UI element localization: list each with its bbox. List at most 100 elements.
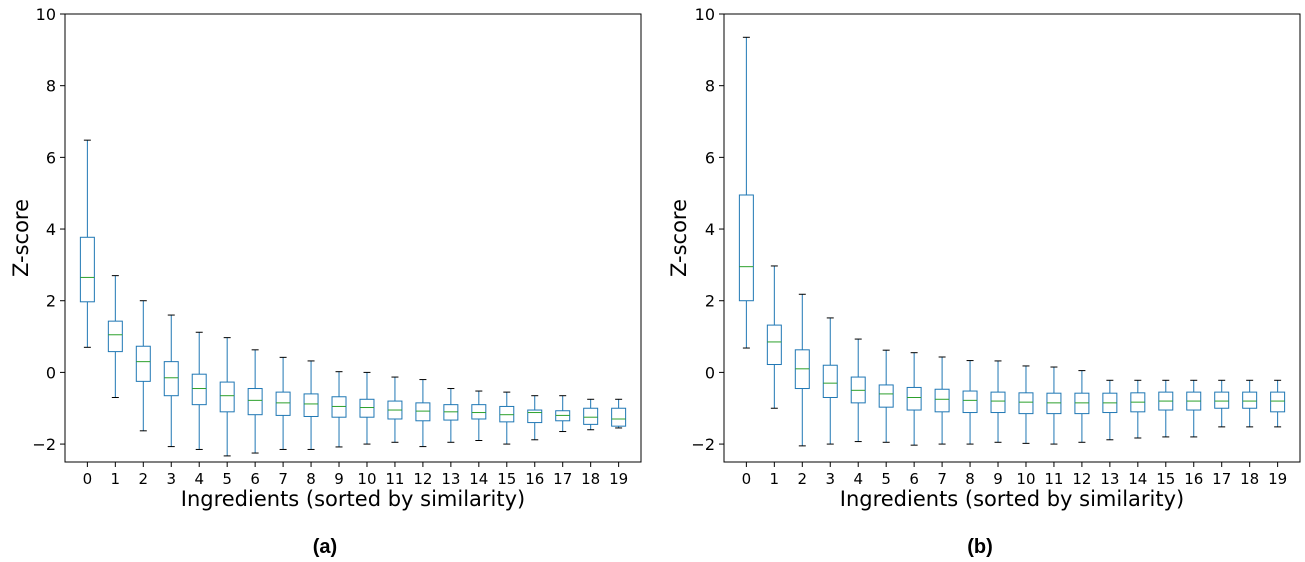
box-10 [1018, 365, 1034, 444]
iqr-box [766, 324, 782, 366]
x-tick-label: 14 [469, 470, 488, 488]
x-tick-label: 3 [166, 470, 176, 488]
box-17 [1214, 379, 1230, 428]
box-9 [331, 371, 347, 448]
y-tick-label: 0 [46, 363, 56, 382]
panel-caption-a: (a) [312, 536, 338, 558]
iqr-box [934, 388, 950, 413]
x-tick-label: 17 [1212, 470, 1231, 488]
y-tick-label: 8 [46, 77, 56, 96]
iqr-box [359, 398, 375, 418]
box-7 [934, 356, 950, 445]
x-tick-label: 7 [278, 470, 288, 488]
iqr-box [1074, 392, 1090, 415]
y-axis-label: Z-score [667, 199, 691, 277]
plot-frame [723, 13, 1301, 463]
box-19 [1270, 379, 1286, 428]
iqr-box [1046, 392, 1062, 415]
x-tick-label: 4 [194, 470, 204, 488]
x-tick-label: 13 [1100, 470, 1119, 488]
plot-frame [64, 13, 642, 463]
iqr-box [247, 388, 263, 416]
box-11 [387, 376, 403, 443]
box-0 [79, 139, 95, 348]
x-tick-label: 12 [1072, 470, 1091, 488]
x-axis-label: Ingredients (sorted by similarity) [840, 487, 1184, 511]
box-2 [794, 293, 810, 447]
x-tick-label: 7 [937, 470, 947, 488]
x-tick-label: 5 [222, 470, 232, 488]
box-0 [738, 36, 754, 349]
box-19 [611, 398, 627, 429]
iqr-box [527, 409, 543, 424]
x-tick-label: 6 [250, 470, 260, 488]
box-11 [1046, 366, 1062, 445]
iqr-box [990, 391, 1006, 414]
x-tick-label: 16 [525, 470, 544, 488]
box-16 [1186, 379, 1202, 438]
box-10 [359, 371, 375, 445]
x-tick-label: 13 [441, 470, 460, 488]
iqr-box [331, 396, 347, 418]
x-tick-label: 19 [1268, 470, 1287, 488]
box-3 [163, 314, 179, 448]
x-tick-label: 15 [497, 470, 516, 488]
iqr-box [1018, 392, 1034, 415]
box-8 [962, 360, 978, 445]
box-8 [303, 360, 319, 450]
box-5 [878, 349, 894, 443]
box-18 [1242, 379, 1258, 428]
iqr-box [1242, 391, 1258, 409]
x-tick-label: 10 [357, 470, 376, 488]
y-tick-label: −2 [691, 435, 715, 454]
box-4 [191, 331, 207, 450]
y-tick-label: 6 [705, 148, 715, 167]
x-tick-label: 3 [825, 470, 835, 488]
x-tick-label: 18 [581, 470, 600, 488]
x-tick-label: 0 [742, 470, 752, 488]
x-tick-label: 14 [1128, 470, 1147, 488]
box-2 [135, 300, 151, 432]
box-12 [415, 379, 431, 448]
x-tick-label: 6 [909, 470, 919, 488]
x-tick-label: 1 [111, 470, 121, 488]
box-13 [1102, 379, 1118, 441]
box-5 [219, 337, 235, 457]
x-tick-label: 9 [334, 470, 344, 488]
y-tick-label: 2 [46, 292, 56, 311]
iqr-box [107, 320, 123, 353]
iqr-box [1270, 391, 1286, 413]
iqr-box [303, 393, 319, 417]
chart-panel-a: −2 0 2 4 6 8 10 0 1 2 3 4 5 6 7 8 9 10 11 12 13 14 15 16 17 18 19 I… [0, 0, 652, 562]
x-tick-label: 0 [83, 470, 93, 488]
iqr-box [906, 386, 922, 411]
x-tick-label: 18 [1240, 470, 1259, 488]
y-tick-label: 8 [705, 77, 715, 96]
box-4 [850, 338, 866, 443]
box-6 [906, 352, 922, 446]
y-tick-label: 10 [36, 5, 56, 24]
box-13 [443, 388, 459, 443]
iqr-box [191, 373, 207, 406]
y-tick-label: 10 [695, 5, 715, 24]
x-tick-label: 8 [306, 470, 316, 488]
x-tick-label: 9 [993, 470, 1003, 488]
iqr-box [135, 345, 151, 382]
iqr-box [219, 381, 235, 413]
y-tick-label: 2 [705, 292, 715, 311]
box-1 [107, 275, 123, 398]
panel-caption-b: (b) [967, 536, 993, 558]
x-tick-label: 2 [798, 470, 808, 488]
x-tick-label: 17 [553, 470, 572, 488]
iqr-box [275, 391, 291, 416]
iqr-box [1214, 391, 1230, 409]
box-16 [527, 395, 543, 441]
x-tick-label: 8 [965, 470, 975, 488]
x-tick-label: 4 [853, 470, 863, 488]
iqr-box [499, 405, 515, 423]
iqr-box [415, 402, 431, 422]
box-6 [247, 349, 263, 454]
box-9 [990, 360, 1006, 443]
box-7 [275, 356, 291, 450]
y-axis-label: Z-score [9, 199, 33, 277]
